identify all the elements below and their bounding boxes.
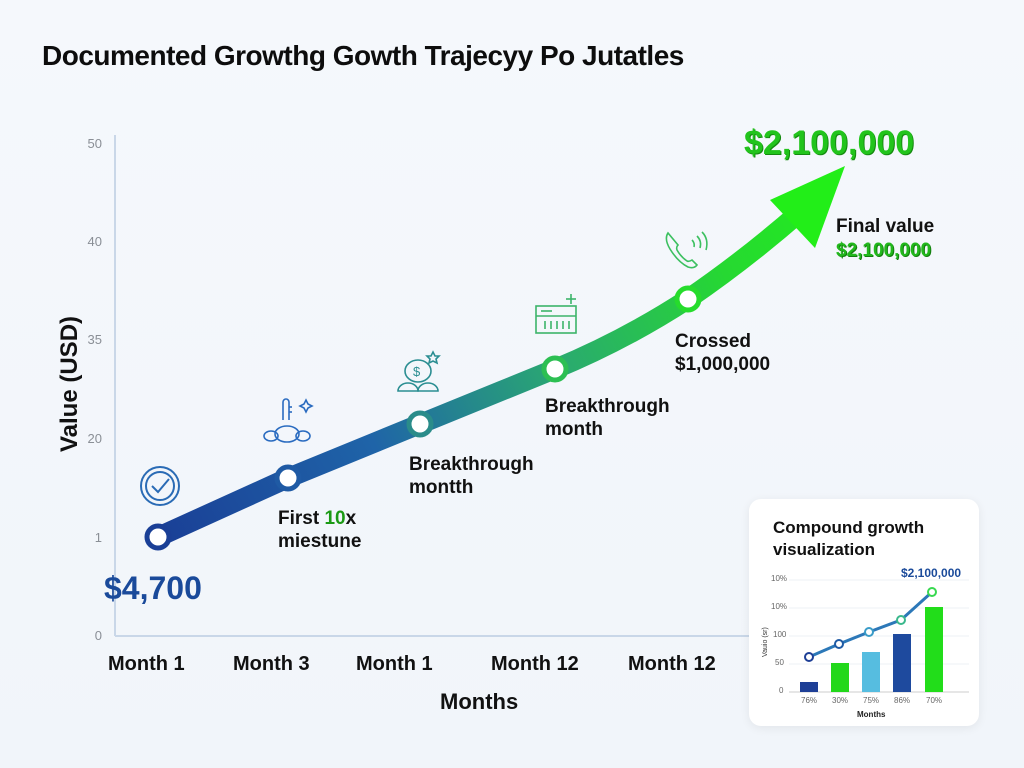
y-tick: 1 xyxy=(94,530,102,545)
thermometer-coins-icon xyxy=(263,398,314,443)
inset-x-label: Months xyxy=(857,710,886,719)
annotation-breakthrough-1: Breakthrough montth xyxy=(409,454,534,498)
x-tick: Month 1 xyxy=(108,653,185,675)
calendar-plus-icon xyxy=(535,294,577,334)
node-2 xyxy=(274,464,302,492)
y-tick: 50 xyxy=(87,136,102,151)
inset-x-tick: 30% xyxy=(832,696,849,705)
inset-bar xyxy=(831,663,849,692)
data-nodes xyxy=(144,285,702,551)
inset-y-tick: 50 xyxy=(775,658,784,667)
y-tick: 0 xyxy=(94,628,102,643)
inset-y-tick: 0 xyxy=(779,686,784,695)
inset-trend-line xyxy=(808,590,934,659)
inset-y-tick: 10% xyxy=(771,602,788,611)
node-4 xyxy=(541,355,569,383)
money-bag-icon: $ xyxy=(397,350,441,392)
inset-bar xyxy=(800,682,818,692)
svg-text:$: $ xyxy=(413,364,421,379)
y-axis-label: Value (USD) xyxy=(56,315,83,453)
arrow-head-icon xyxy=(770,166,845,248)
check-circle-icon xyxy=(140,466,180,506)
inset-y-tick: 10% xyxy=(771,574,788,583)
y-tick: 40 xyxy=(87,234,102,249)
inset-bar xyxy=(925,607,943,692)
y-tick: 20 xyxy=(87,431,102,446)
node-3 xyxy=(406,410,434,438)
x-axis-label: Months xyxy=(440,689,519,714)
x-tick: Month 3 xyxy=(233,653,310,675)
inset-x-tick: 76% xyxy=(801,696,818,705)
start-value-label: $4,700 xyxy=(104,570,202,606)
inset-bar xyxy=(893,634,911,692)
inset-value-label: $2,100,000 xyxy=(901,566,962,580)
inset-compound-growth-card: Compound growth visualization $2,100,000… xyxy=(749,499,979,726)
y-tick: 35 xyxy=(87,332,102,347)
phone-ringing-icon xyxy=(665,231,708,269)
node-5 xyxy=(674,285,702,313)
annotation-breakthrough-2: Breakthrough month xyxy=(545,396,670,440)
inset-bar-line-chart xyxy=(789,579,969,693)
chart-title: Documented Growthg Gowth Trajecyy Po Jut… xyxy=(42,40,684,71)
x-tick: Month 12 xyxy=(491,653,579,675)
inset-y-tick: 100 xyxy=(773,630,787,639)
inset-x-tick: 75% xyxy=(863,696,880,705)
x-tick: Month 1 xyxy=(356,653,433,675)
inset-y-label: Vauio (sr) xyxy=(762,627,769,657)
inset-bar xyxy=(862,652,880,692)
annotation-crossed-million: Crossed $1,000,000 xyxy=(675,331,771,375)
inset-title: Compound growth visualization xyxy=(773,518,925,559)
end-value-label: $2,100,000 xyxy=(744,124,915,162)
annotation-final-value: Final value $2,100,000 xyxy=(836,216,935,261)
node-1 xyxy=(144,523,172,551)
x-tick: Month 12 xyxy=(628,653,716,675)
inset-x-tick: 70% xyxy=(926,696,943,705)
annotation-first-milestone: First 10x miestune xyxy=(278,508,362,552)
inset-x-tick: 86% xyxy=(894,696,911,705)
